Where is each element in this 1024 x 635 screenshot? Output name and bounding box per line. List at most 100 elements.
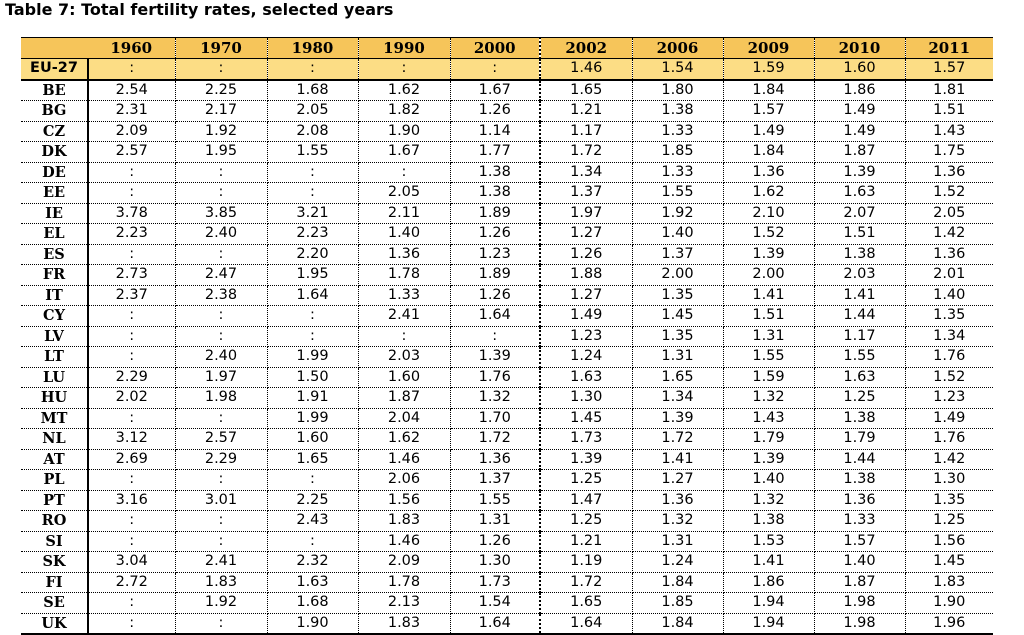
- table-row: MT::1.99 2.04 1.70 1.45 1.39 1.43 1.38 1.49: [21, 408, 993, 429]
- table-cell: :: [88, 531, 176, 552]
- table-cell: :: [88, 469, 176, 491]
- table-cell: 1.27: [540, 285, 633, 306]
- table-cell: 2.57: [88, 141, 176, 163]
- table-cell: 1.39: [450, 346, 541, 368]
- row-label: DK: [21, 141, 89, 163]
- table-cell: 2.72: [88, 572, 176, 593]
- table-cell: 1.49: [814, 121, 906, 142]
- table-row: ES::2.20 1.36 1.23 1.26 1.37 1.39 1.38 1.36: [21, 244, 993, 265]
- table-cell: 1.49: [814, 100, 906, 122]
- table-row: LT:2.40 1.99 2.03 1.39 1.24 1.31 1.55 1.55 1.76: [21, 346, 993, 368]
- table-cell: 1.39: [540, 449, 633, 470]
- table-cell: 1.54: [632, 58, 724, 81]
- table-cell: 1.41: [723, 551, 815, 573]
- table-cell: :: [88, 510, 176, 532]
- table-cell: 1.78: [358, 264, 451, 286]
- table-cell: 1.65: [632, 367, 724, 388]
- table-cell: 1.92: [632, 203, 724, 224]
- row-label: BG: [21, 100, 89, 122]
- table-cell: 2.32: [267, 551, 359, 573]
- table-cell: 1.73: [540, 428, 633, 450]
- table-row: RO::2.43 1.83 1.31 1.25 1.32 1.38 1.33 1.25: [21, 510, 993, 532]
- table-cell: 1.65: [267, 449, 359, 470]
- table-cell: :: [358, 58, 451, 81]
- table-cell: 2.05: [267, 100, 359, 122]
- table-cell: 1.96: [905, 613, 993, 635]
- table-row: LV:::::1.23 1.35 1.31 1.17 1.34: [21, 326, 993, 347]
- table-cell: 1.26: [450, 223, 541, 245]
- table-cell: :: [267, 469, 359, 491]
- table-cell: 1.52: [723, 223, 815, 245]
- table-cell: 1.43: [723, 408, 815, 429]
- table-cell: 1.85: [632, 141, 724, 163]
- table-cell: 1.37: [450, 469, 541, 491]
- table-cell: :: [88, 592, 176, 614]
- table-cell: 1.65: [540, 79, 633, 101]
- table-cell: 1.72: [540, 572, 633, 593]
- table-cell: 1.89: [450, 203, 541, 224]
- table-cell: 2.00: [632, 264, 724, 286]
- table-cell: 1.72: [540, 141, 633, 163]
- table-cell: 1.97: [540, 203, 633, 224]
- table-cell: 1.26: [540, 244, 633, 265]
- table-cell: 1.40: [358, 223, 451, 245]
- table-cell: 1.84: [723, 79, 815, 101]
- table-cell: 1.31: [723, 326, 815, 347]
- table-cell: 2.41: [358, 305, 451, 327]
- table-cell: 1.47: [540, 490, 633, 511]
- table-cell: :: [267, 162, 359, 183]
- table-cell: 1.85: [632, 592, 724, 614]
- table-cell: :: [88, 326, 176, 347]
- table-cell: 1.55: [267, 141, 359, 163]
- table-cell: 1.19: [540, 551, 633, 573]
- table-cell: :: [267, 531, 359, 552]
- table-cell: 2.25: [267, 490, 359, 511]
- table-cell: 1.86: [723, 572, 815, 593]
- table-row: CZ 2.09 1.92 2.08 1.90 1.14 1.17 1.33 1.49 1.49 1.…: [21, 121, 993, 142]
- table-cell: 1.38: [814, 244, 906, 265]
- table-row: NL 3.12 2.57 1.60 1.62 1.72 1.73 1.72 1.79 1.79 1.…: [21, 428, 993, 450]
- table-cell: :: [88, 162, 176, 183]
- table-cell: 1.34: [905, 326, 993, 347]
- table-cell: 1.63: [814, 182, 906, 204]
- row-label: PT: [21, 490, 89, 511]
- table-cell: 1.31: [450, 510, 541, 532]
- table-row: FR 2.73 2.47 1.95 1.78 1.89 1.88 2.00 2.00 2.03 2.…: [21, 264, 993, 286]
- table-row: SK 3.04 2.41 2.32 2.09 1.30 1.19 1.24 1.41 1.40 1.…: [21, 551, 993, 573]
- table-cell: 1.21: [540, 531, 633, 552]
- row-label: EU-27: [21, 58, 89, 81]
- table-cell: 1.35: [905, 305, 993, 327]
- table-cell: 1.51: [723, 305, 815, 327]
- table-cell: 1.79: [814, 428, 906, 450]
- table-cell: 1.64: [450, 613, 541, 635]
- table-cell: 1.36: [814, 490, 906, 511]
- table-cell: 1.83: [358, 510, 451, 532]
- table-cell: 1.97: [175, 367, 268, 388]
- table-cell: 1.75: [905, 141, 993, 163]
- table-cell: 1.36: [450, 449, 541, 470]
- table-row: PT 3.16 3.01 2.25 1.56 1.55 1.47 1.36 1.32 1.36 1.…: [21, 490, 993, 511]
- table-cell: 1.77: [450, 141, 541, 163]
- row-label: RO: [21, 510, 89, 532]
- table-row: DK 2.57 1.95 1.55 1.67 1.77 1.72 1.85 1.84 1.87 1.…: [21, 141, 993, 163]
- table-cell: 1.31: [632, 531, 724, 552]
- table-cell: 1.45: [540, 408, 633, 429]
- table-cell: 1.52: [905, 182, 993, 204]
- table-cell: 2.05: [905, 203, 993, 224]
- table-cell: 2.40: [175, 223, 268, 245]
- table-cell: 1.80: [632, 79, 724, 101]
- table-cell: 1.46: [358, 531, 451, 552]
- table-cell: :: [175, 613, 268, 635]
- table-cell: 1.40: [905, 285, 993, 306]
- table-cell: 1.53: [723, 531, 815, 552]
- table-cell: 1.30: [540, 387, 633, 409]
- table-cell: 1.25: [540, 469, 633, 491]
- table-cell: 2.23: [88, 223, 176, 245]
- table-cell: 1.44: [814, 449, 906, 470]
- table-cell: 2.13: [358, 592, 451, 614]
- table-cell: 1.95: [175, 141, 268, 163]
- table-cell: 1.87: [814, 572, 906, 593]
- table-cell: 1.17: [814, 326, 906, 347]
- row-label: SK: [21, 551, 89, 573]
- table-cell: 2.01: [905, 264, 993, 286]
